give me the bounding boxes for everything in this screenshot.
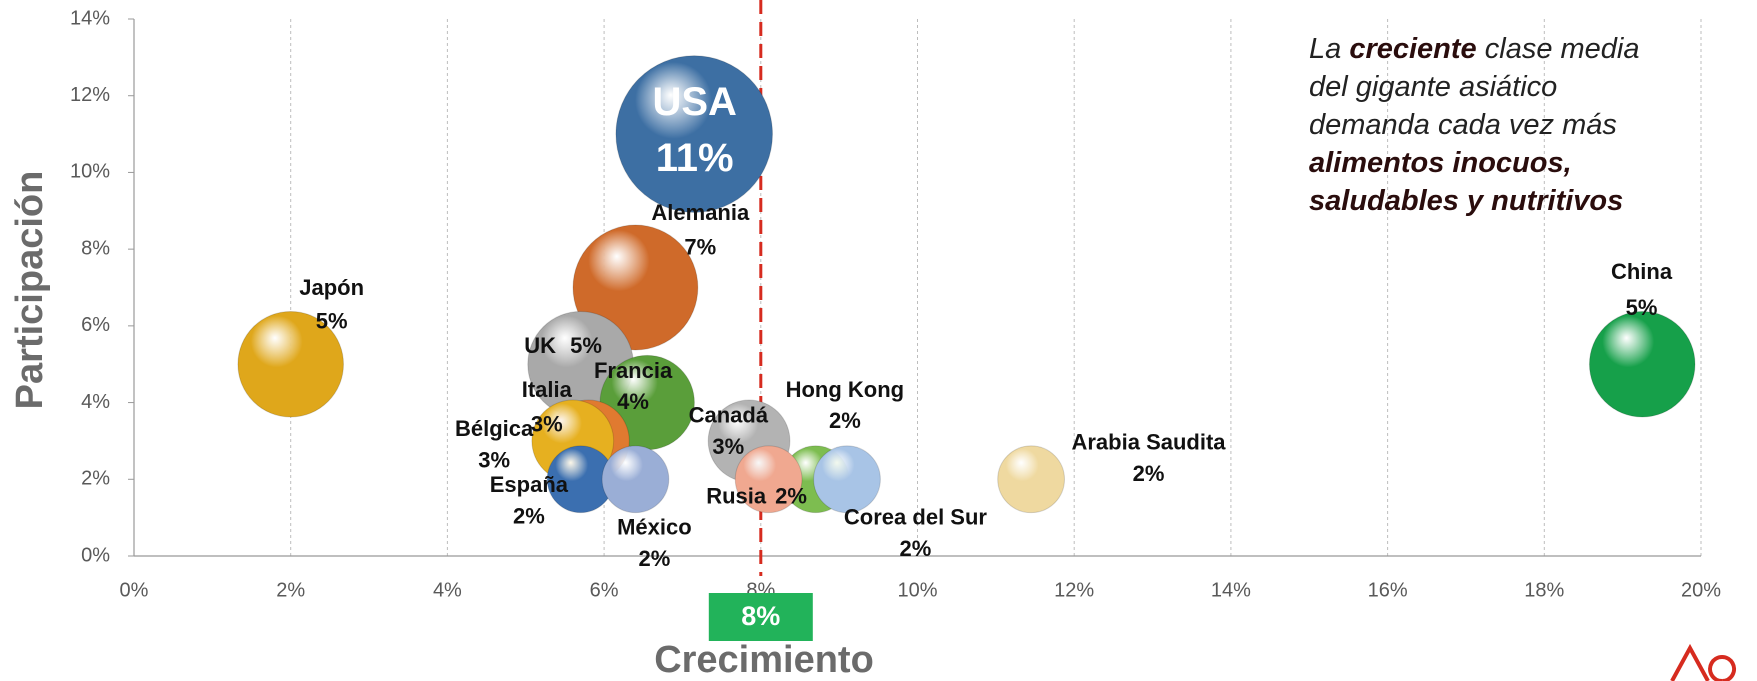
point-name: Arabia Saudita — [1071, 430, 1226, 455]
x-tick-label: 20% — [1681, 579, 1721, 601]
annotation-text: clase media — [1477, 33, 1640, 65]
reference-label-box — [708, 593, 813, 641]
bubble — [813, 445, 881, 514]
point-name: China — [1611, 259, 1673, 284]
data-label: 2% — [829, 408, 861, 433]
point-name: Rusia — [706, 483, 767, 508]
bubble — [1588, 310, 1696, 418]
bubble — [997, 445, 1065, 514]
point-name: Japón — [299, 275, 364, 300]
bubble — [615, 55, 773, 213]
annotation-line: demanda cada vez más — [1309, 109, 1617, 141]
x-tick-label: 0% — [120, 579, 149, 601]
reference-label: 8% — [741, 601, 780, 631]
point-name: Hong Kong — [786, 377, 905, 402]
annotation-line: alimentos inocuos, — [1309, 147, 1572, 179]
annotation-text: creciente — [1349, 33, 1476, 65]
point-name: UK — [524, 333, 556, 358]
x-axis-title: Crecimiento — [654, 639, 874, 681]
data-label: 5% — [1626, 295, 1658, 320]
y-tick-label: 10% — [70, 161, 110, 183]
data-label: 2% — [1133, 461, 1165, 486]
data-label: 11% — [656, 136, 734, 180]
data-label: 5% — [570, 333, 602, 358]
annotation-text: alimentos inocuos, — [1309, 147, 1572, 179]
annotation-line: del gigante asiático — [1309, 71, 1557, 103]
logo — [1670, 643, 1737, 681]
bubble — [734, 445, 803, 514]
data-label: 2% — [775, 483, 807, 508]
y-tick-label: 14% — [70, 7, 110, 29]
data-label: 4% — [617, 389, 649, 414]
data-label: 3% — [478, 447, 510, 472]
annotation-text: del gigante asiático — [1309, 71, 1557, 103]
x-tick-label: 2% — [276, 579, 305, 601]
y-tick-label: 0% — [81, 544, 110, 566]
x-tick-label: 4% — [433, 579, 462, 601]
point-name: Canadá — [689, 403, 769, 428]
annotation-line: saludables y nutritivos — [1309, 185, 1623, 217]
y-axis-title: Participación — [9, 171, 51, 410]
annotation-text: demanda cada vez más — [1309, 109, 1617, 141]
y-tick-label: 8% — [81, 237, 110, 259]
data-label: 5% — [316, 309, 348, 334]
annotation-text: saludables y nutritivos — [1309, 185, 1623, 217]
data-label: 3% — [712, 434, 744, 459]
y-tick-label: 6% — [81, 314, 110, 336]
data-label: 7% — [684, 235, 716, 260]
annotation-text: La — [1309, 33, 1349, 65]
point-name: Alemania — [651, 200, 750, 225]
point-name: Francia — [594, 358, 673, 383]
bubble — [601, 445, 670, 514]
data-label: 2% — [513, 503, 545, 528]
data-label: 2% — [900, 536, 932, 561]
point-name: España — [490, 472, 569, 497]
point-name: Italia — [522, 377, 573, 402]
point-name: Bélgica — [455, 416, 534, 441]
x-tick-label: 6% — [590, 579, 619, 601]
x-tick-label: 18% — [1524, 579, 1564, 601]
x-tick-label: 14% — [1211, 579, 1251, 601]
point-name: México — [617, 515, 692, 540]
y-tick-label: 4% — [81, 391, 110, 413]
annotation-line: La creciente clase media — [1309, 33, 1640, 65]
data-label: 2% — [638, 546, 670, 571]
y-tick-label: 12% — [70, 84, 110, 106]
x-tick-label: 12% — [1054, 579, 1094, 601]
bubble — [237, 310, 344, 418]
data-label: 3% — [531, 412, 563, 437]
y-tick-label: 2% — [81, 468, 110, 490]
x-tick-label: 10% — [897, 579, 937, 601]
point-name: Corea del Sur — [844, 505, 987, 530]
point-name: USA — [652, 80, 736, 124]
x-tick-label: 16% — [1368, 579, 1408, 601]
